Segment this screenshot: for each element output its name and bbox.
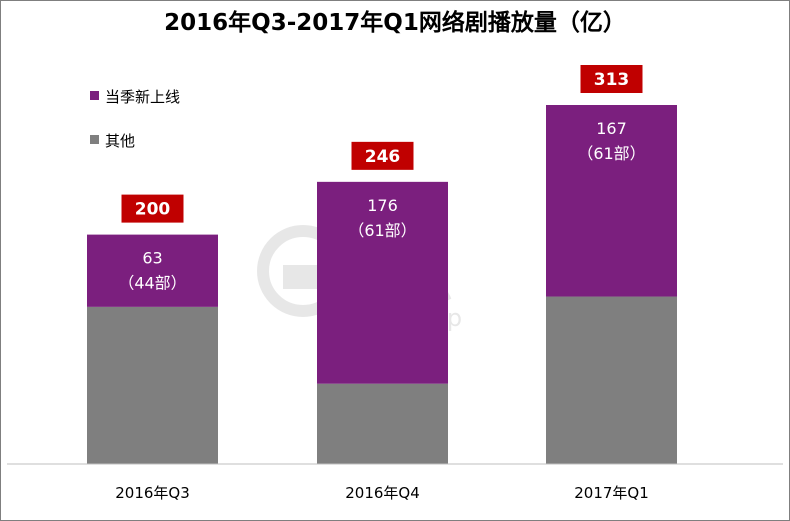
total-box-3 bbox=[580, 65, 643, 93]
legend-label-2: 其他 bbox=[105, 132, 135, 150]
total-label-1: 200 bbox=[135, 200, 171, 220]
legend-swatch-1 bbox=[90, 91, 99, 100]
bar-new-count-1: （44部） bbox=[118, 274, 186, 293]
bar-new-value-1: 63 bbox=[142, 249, 162, 268]
total-box-1 bbox=[121, 194, 184, 223]
bar-other-2 bbox=[317, 383, 448, 464]
x-tick-label-1: 2016年Q3 bbox=[115, 484, 190, 502]
total-label-2: 246 bbox=[365, 147, 401, 167]
x-tick-label-2: 2016年Q4 bbox=[345, 484, 420, 502]
bar-new-2 bbox=[317, 181, 448, 384]
bar-new-count-2: （61部） bbox=[348, 221, 416, 240]
bar-new-count-3: （61部） bbox=[577, 144, 645, 163]
bar-other-1 bbox=[87, 306, 218, 464]
legend-label-1: 当季新上线 bbox=[105, 88, 180, 106]
bar-new-value-3: 167 bbox=[596, 119, 627, 138]
total-box-2 bbox=[351, 141, 414, 170]
bar-new-3 bbox=[546, 105, 677, 297]
bar-other-3 bbox=[546, 296, 677, 464]
x-tick-label-3: 2017年Q1 bbox=[574, 484, 649, 502]
bar-new-1 bbox=[87, 234, 218, 307]
legend-swatch-2 bbox=[90, 135, 99, 144]
bar-new-value-2: 176 bbox=[367, 196, 398, 215]
chart-title: 2016年Q3-2017年Q1网络剧播放量（亿） bbox=[164, 10, 626, 36]
total-label-3: 313 bbox=[594, 70, 630, 90]
